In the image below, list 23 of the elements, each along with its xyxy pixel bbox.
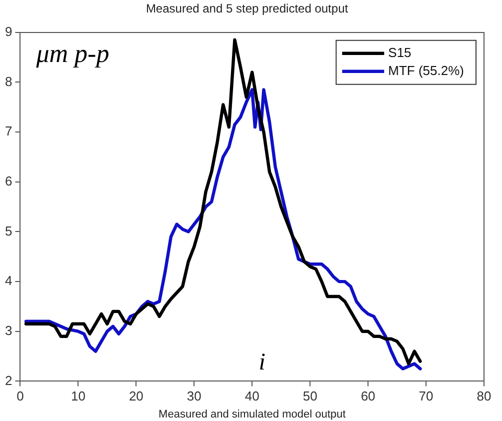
x-tick-label: 40 — [244, 388, 260, 404]
y-tick-label: 4 — [4, 273, 12, 288]
x-tick-label: 0 — [16, 388, 24, 404]
y-tick-label: 8 — [4, 74, 12, 89]
legend-label: MTF (55.2%) — [388, 62, 464, 78]
x-tick-label: 60 — [360, 388, 376, 404]
annotation: i — [258, 350, 266, 376]
x-tick-label: 30 — [186, 388, 202, 404]
y-tick-label: 3 — [4, 322, 12, 338]
x-tick-label: 80 — [476, 388, 492, 404]
y-tick-label: 7 — [4, 124, 12, 139]
x-tick-label: 10 — [70, 388, 86, 404]
y-tick-label: 9 — [4, 24, 12, 39]
legend-label: S15 — [388, 44, 412, 60]
y-tick-label: 6 — [4, 173, 12, 188]
chart-title: Measured and 5 step predicted output — [146, 2, 349, 16]
x-tick-label: 20 — [128, 388, 144, 404]
x-tick-label: 50 — [302, 388, 318, 404]
y-axis-title: μm p-p — [35, 39, 110, 68]
x-tick-label: 70 — [418, 388, 434, 404]
y-tick-label: 2 — [4, 372, 12, 388]
y-tick-label: 5 — [4, 223, 12, 238]
x-axis-title: Measured and simulated model output — [158, 408, 346, 420]
